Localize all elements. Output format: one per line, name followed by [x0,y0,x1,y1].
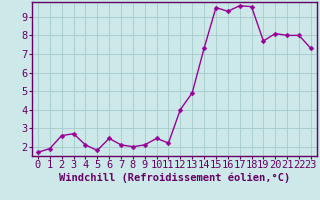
X-axis label: Windchill (Refroidissement éolien,°C): Windchill (Refroidissement éolien,°C) [59,173,290,183]
